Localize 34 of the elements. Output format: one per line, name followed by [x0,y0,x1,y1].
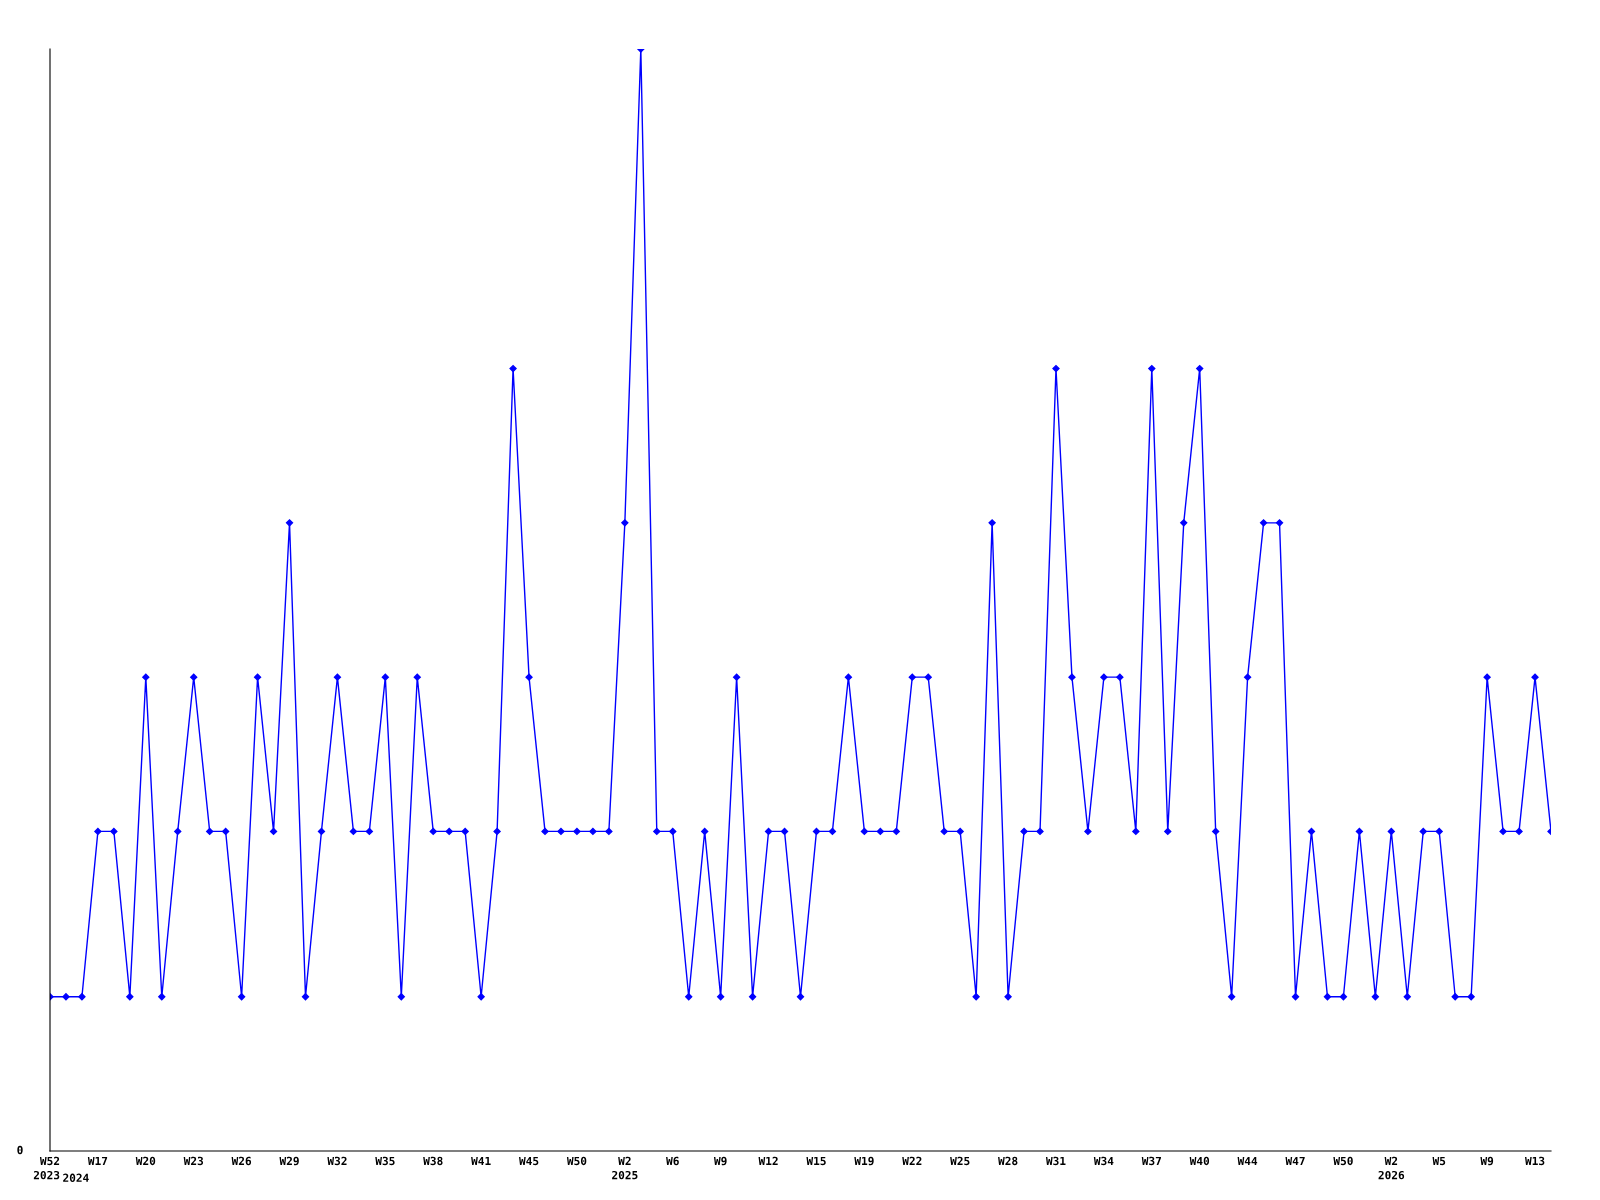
x-tick-label: W25 [950,1156,970,1166]
x-tick-label: W9 [1480,1156,1494,1166]
x-tick-label: W22 [902,1156,922,1165]
x-tick-label: W32 [327,1156,347,1166]
x-tick-label: W40 [1189,1156,1210,1166]
x-tick-label: W6 [666,1156,679,1166]
x-tick-label: W2 2025 [612,1156,638,1180]
x-tick-label: W19 [854,1156,874,1166]
x-tick-label: W9 [713,1156,727,1166]
x-tick-label: W52 2023 [33,1156,60,1180]
x-tick-label: W34 [1093,1156,1114,1166]
x-tick-label: W13 [1525,1156,1545,1166]
x-tick-label: W31 [1045,1156,1066,1166]
x-tick-label: W38 [423,1156,443,1166]
x-tick-label: W50 [1333,1156,1353,1166]
x-tick-label: W20 [135,1156,156,1166]
x-tick-label: W29 [279,1156,299,1166]
x-tick-label: W35 [375,1156,395,1166]
x-tick-label: W23 [183,1156,204,1166]
text: 0 [17,1145,23,1155]
x-tick-label: W15 [806,1156,826,1166]
x-tick-label: W47 [1285,1156,1305,1165]
x-tick-label: W50 [566,1156,587,1166]
x-tick-label: W26 [231,1156,252,1166]
x-tick-label: W45 [519,1156,539,1166]
x-tick-label: W2 2026 [1378,1156,1405,1180]
x-tick-label: W37 [1141,1156,1161,1166]
x-tick-label: W5 [1432,1156,1446,1166]
x-tick-label: W28 [998,1156,1018,1166]
text: 2024 [63,1173,89,1182]
x-tick-label: W41 [471,1156,491,1165]
x-tick-label: W44 [1237,1156,1258,1165]
x-tick-label: W17 [87,1156,108,1165]
x-tick-label: W12 [758,1156,778,1165]
